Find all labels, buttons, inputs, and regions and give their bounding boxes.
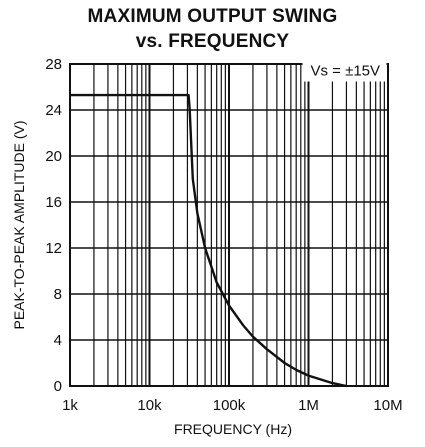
y-tick-label: 12 <box>45 240 62 257</box>
annotation-background <box>302 59 387 82</box>
grid-layer <box>69 63 388 387</box>
y-tick-label: 16 <box>45 194 62 211</box>
x-tick-label: 1M <box>298 397 319 414</box>
x-tick-label: 10M <box>373 397 402 414</box>
x-tick-label: 100k <box>213 397 246 414</box>
chart-subtitle: vs. FREQUENCY <box>135 31 290 52</box>
y-tick-label: 4 <box>54 332 62 349</box>
y-tick-label: 24 <box>45 102 62 119</box>
chart-title: MAXIMUM OUTPUT SWING <box>87 6 338 27</box>
supply-voltage-annotation: Vs = ±15V <box>311 63 381 80</box>
y-tick-label: 20 <box>45 148 62 165</box>
x-tick-label: 1k <box>62 397 78 414</box>
x-tick-label: 10k <box>137 397 162 414</box>
y-tick-label: 28 <box>45 56 62 73</box>
y-tick-label: 0 <box>54 378 62 395</box>
plot-frame <box>69 63 389 387</box>
x-tick-labels: 1k 10k 100k 1M 10M <box>62 397 403 414</box>
x-axis-title: FREQUENCY (Hz) <box>174 421 292 437</box>
series-line <box>70 93 347 388</box>
y-tick-label: 8 <box>54 286 62 303</box>
y-tick-labels: 0 4 8 12 16 20 24 28 <box>45 56 62 395</box>
y-axis-title: PEAK-TO-PEAK AMPLITUDE (V) <box>11 120 27 329</box>
